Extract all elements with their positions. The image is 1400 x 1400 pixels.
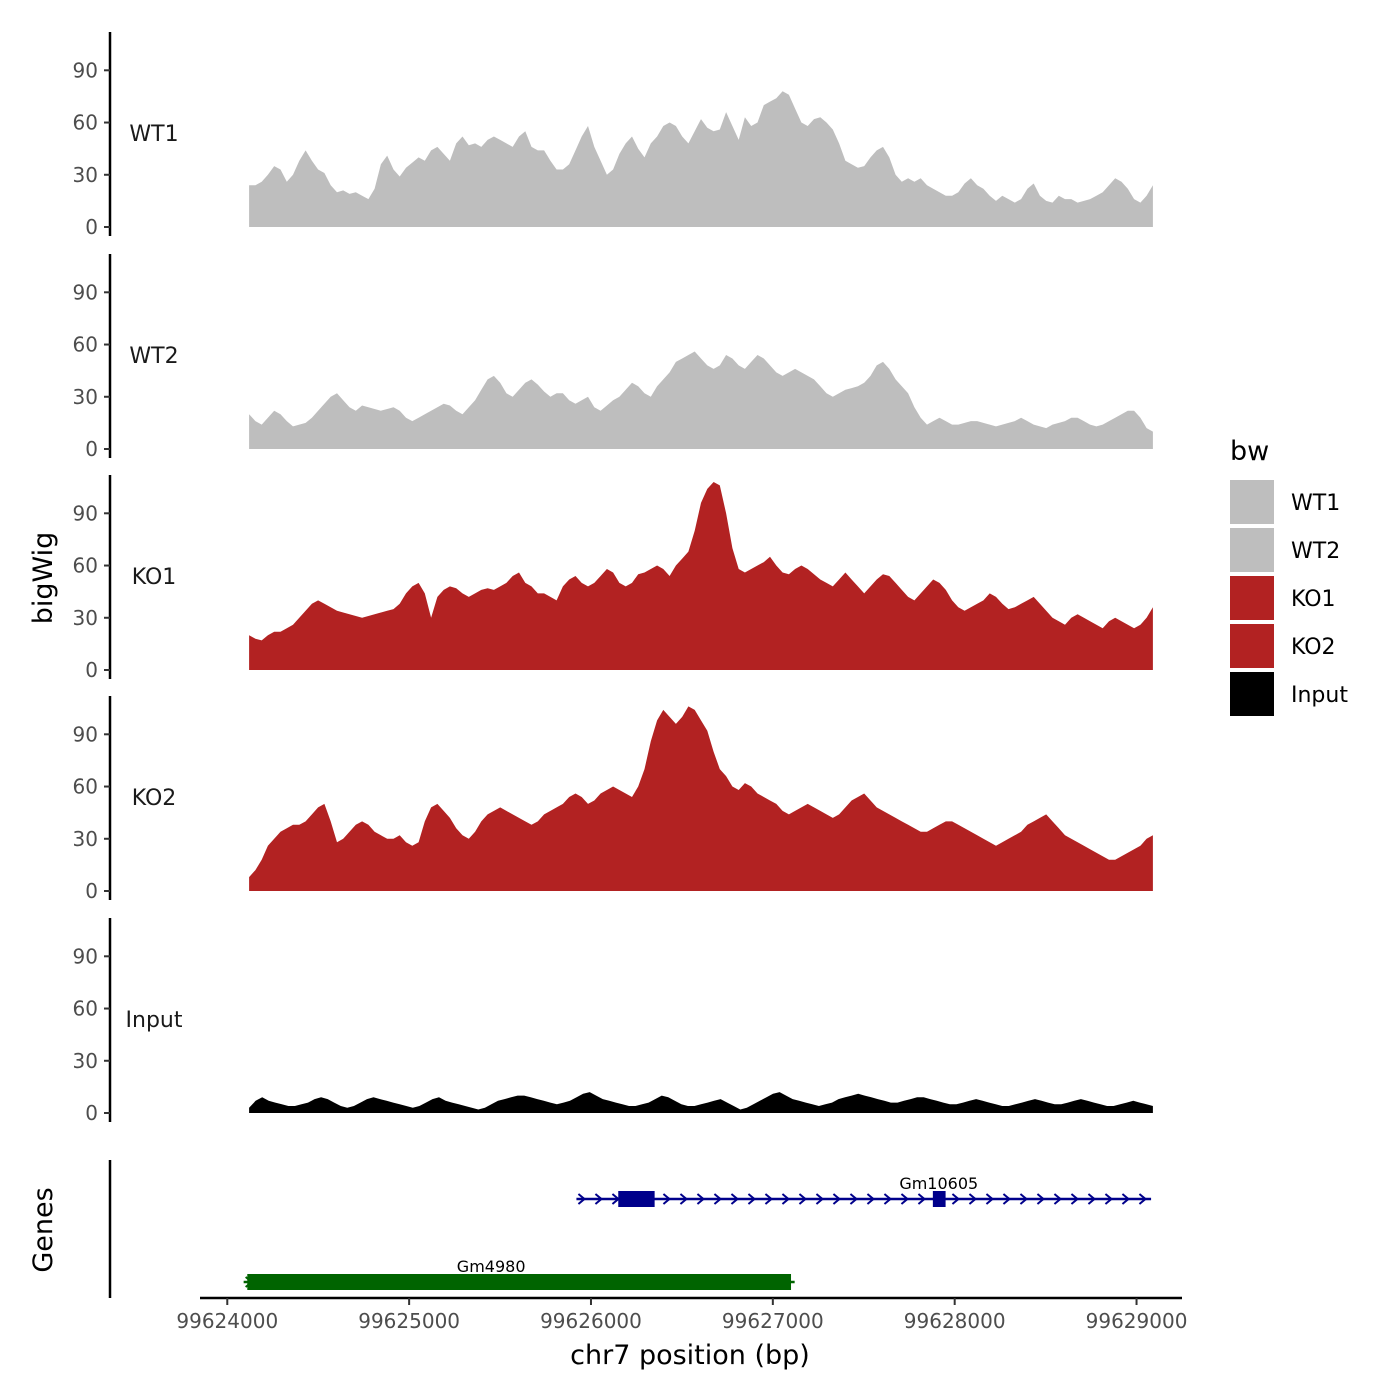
y-tick-label: 0 bbox=[85, 437, 98, 461]
track-wt2: 0 30 60 90 WT2 bbox=[73, 254, 1153, 461]
strand-chevron bbox=[1070, 1193, 1079, 1205]
strand-chevron bbox=[730, 1193, 739, 1205]
strand-chevron bbox=[577, 1193, 586, 1205]
x-tick-label: 99627000 bbox=[722, 1309, 824, 1333]
coverage-tracks: 0 30 60 90 WT1 0 30 60 90 WT2 0 30 60 90 KO1 0 30 60 90 KO2… bbox=[73, 32, 1153, 1125]
track-label: WT1 bbox=[129, 122, 178, 147]
area-input bbox=[249, 1092, 1153, 1113]
gene-exon bbox=[932, 1191, 946, 1207]
strand-chevron bbox=[1087, 1193, 1096, 1205]
strand-chevron bbox=[832, 1193, 841, 1205]
y-tick-label: 90 bbox=[73, 722, 98, 746]
x-tick-label: 99628000 bbox=[904, 1309, 1006, 1333]
gene-exon bbox=[247, 1274, 792, 1290]
y-tick-label: 0 bbox=[85, 658, 98, 682]
x-tick-label: 99626000 bbox=[540, 1309, 642, 1333]
strand-chevron bbox=[1019, 1193, 1028, 1205]
y-tick-label: 90 bbox=[73, 501, 98, 525]
strand-chevron bbox=[951, 1193, 960, 1205]
y-tick-label: 90 bbox=[73, 944, 98, 968]
track-wt1: 0 30 60 90 WT1 bbox=[73, 32, 1153, 239]
legend-label: KO1 bbox=[1291, 587, 1336, 612]
gene-gm4980: Gm4980 bbox=[243, 1257, 795, 1290]
strand-chevron bbox=[713, 1193, 722, 1205]
strand-chevron bbox=[1104, 1193, 1113, 1205]
track-label: WT2 bbox=[129, 344, 178, 369]
y-tick-label: 60 bbox=[73, 111, 98, 135]
strand-chevron bbox=[1002, 1193, 1011, 1205]
legend: bw WT1 WT2 KO1 KO2 Input bbox=[1230, 436, 1348, 716]
y-tick-label: 60 bbox=[73, 997, 98, 1021]
area-ko1 bbox=[249, 482, 1153, 670]
track-label: Input bbox=[126, 1008, 183, 1033]
strand-chevron bbox=[866, 1193, 875, 1205]
y-tick-label: 60 bbox=[73, 775, 98, 799]
x-tick-label: 99625000 bbox=[358, 1309, 460, 1333]
y-tick-label: 90 bbox=[73, 280, 98, 304]
gene-label: Gm10605 bbox=[899, 1174, 978, 1193]
gene-exon bbox=[618, 1191, 655, 1207]
strand-chevron bbox=[900, 1193, 909, 1205]
strand-chevron bbox=[1121, 1193, 1130, 1205]
legend-swatch bbox=[1230, 672, 1274, 716]
legend-label: KO2 bbox=[1291, 635, 1336, 660]
track-label: KO1 bbox=[132, 565, 177, 590]
strand-chevron bbox=[1138, 1193, 1147, 1205]
strand-chevron bbox=[815, 1193, 824, 1205]
legend-swatch bbox=[1230, 576, 1274, 620]
x-axis-title: chr7 position (bp) bbox=[570, 1340, 810, 1371]
x-tick-label: 99624000 bbox=[176, 1309, 278, 1333]
strand-chevron bbox=[1053, 1193, 1062, 1205]
y-tick-label: 30 bbox=[73, 606, 98, 630]
y-tick-label: 30 bbox=[73, 385, 98, 409]
legend-title: bw bbox=[1230, 436, 1269, 467]
strand-chevron bbox=[679, 1193, 688, 1205]
strand-chevron bbox=[883, 1193, 892, 1205]
strand-chevron bbox=[594, 1193, 603, 1205]
track-ko2: 0 30 60 90 KO2 bbox=[73, 696, 1153, 903]
strand-chevron bbox=[917, 1193, 926, 1205]
y-tick-label: 0 bbox=[85, 1101, 98, 1125]
genes-axis-title: Genes bbox=[28, 1187, 59, 1272]
y-tick-label: 0 bbox=[85, 879, 98, 903]
y-axis-title: bigWig bbox=[28, 532, 59, 625]
strand-chevron bbox=[747, 1193, 756, 1205]
track-ko1: 0 30 60 90 KO1 bbox=[73, 475, 1153, 682]
y-tick-label: 0 bbox=[85, 215, 98, 239]
x-tick-label: 99629000 bbox=[1086, 1309, 1188, 1333]
strand-chevron bbox=[696, 1193, 705, 1205]
strand-chevron bbox=[968, 1193, 977, 1205]
strand-chevron bbox=[781, 1193, 790, 1205]
y-tick-label: 60 bbox=[73, 333, 98, 357]
strand-chevron bbox=[849, 1193, 858, 1205]
legend-swatch bbox=[1230, 480, 1274, 524]
y-tick-label: 30 bbox=[73, 163, 98, 187]
strand-chevron bbox=[798, 1193, 807, 1205]
area-ko2 bbox=[249, 706, 1153, 891]
gene-label: Gm4980 bbox=[457, 1257, 526, 1276]
track-label: KO2 bbox=[132, 786, 177, 811]
area-wt2 bbox=[249, 351, 1153, 449]
strand-chevron bbox=[764, 1193, 773, 1205]
strand-chevron bbox=[985, 1193, 994, 1205]
strand-chevron bbox=[1036, 1193, 1045, 1205]
legend-label: Input bbox=[1291, 683, 1348, 708]
legend-label: WT2 bbox=[1291, 539, 1340, 564]
legend-swatch bbox=[1230, 624, 1274, 668]
area-wt1 bbox=[249, 91, 1153, 227]
y-tick-label: 30 bbox=[73, 827, 98, 851]
y-tick-label: 90 bbox=[73, 58, 98, 82]
gene-track: Gm10605 Gm4980 bbox=[108, 1160, 1152, 1298]
legend-swatch bbox=[1230, 528, 1274, 572]
x-axis: 99624000 99625000 99626000 99627000 99628000… bbox=[176, 1296, 1188, 1333]
legend-label: WT1 bbox=[1291, 491, 1340, 516]
strand-chevron bbox=[662, 1193, 671, 1205]
track-input: 0 30 60 90 Input bbox=[73, 918, 1153, 1125]
y-tick-label: 60 bbox=[73, 554, 98, 578]
y-tick-label: 30 bbox=[73, 1049, 98, 1073]
gene-gm10605: Gm10605 bbox=[576, 1174, 1152, 1207]
